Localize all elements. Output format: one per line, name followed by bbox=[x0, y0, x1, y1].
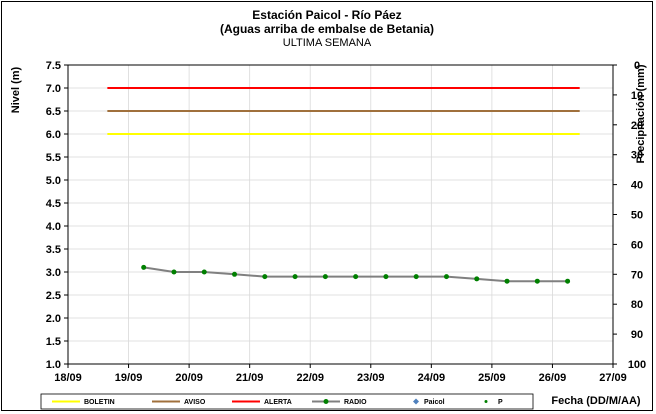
y-tick-label-7: 4.5 bbox=[46, 198, 61, 210]
legend: BOLETIN AVISO ALERTA RADIO Paicol P bbox=[52, 398, 503, 406]
x-tick-label-3: 21/09 bbox=[236, 372, 264, 384]
legend-label-p: P bbox=[498, 399, 503, 406]
legend-label-radio: RADIO bbox=[344, 399, 367, 406]
data-point-radio-6 bbox=[322, 274, 328, 280]
y-tick-label-6: 4.0 bbox=[46, 221, 61, 233]
y-tick-label-12: 7.0 bbox=[46, 83, 61, 95]
y2-tick-label-2: 20 bbox=[631, 120, 643, 132]
y2-tick-label-5: 50 bbox=[631, 210, 643, 222]
y2-tick-label-4: 40 bbox=[631, 180, 643, 192]
grid-lines bbox=[67, 64, 614, 365]
chart-title: Estación Paicol - Río Páez bbox=[252, 8, 401, 22]
data-point-radio-13 bbox=[534, 278, 540, 284]
y2-tick-label-3: 30 bbox=[631, 150, 643, 162]
y-axis-title: Nivel (m) bbox=[10, 66, 22, 113]
x-tick-label-8: 26/09 bbox=[539, 372, 567, 384]
axes bbox=[64, 64, 617, 368]
data-point-radio-5 bbox=[292, 274, 298, 280]
y2-tick-label-6: 60 bbox=[631, 239, 643, 251]
x-tick-label-4: 22/09 bbox=[296, 372, 324, 384]
data-point-radio-14 bbox=[565, 278, 571, 284]
y-tick-label-11: 6.5 bbox=[46, 106, 61, 118]
y2-tick-label-10: 100 bbox=[628, 359, 646, 371]
y2-tick-label-1: 10 bbox=[631, 90, 643, 102]
y-tick-label-8: 5.0 bbox=[46, 175, 61, 187]
chart-subtitle: (Aguas arriba de embalse de Betania) bbox=[220, 22, 434, 36]
y-tick-label-10: 6.0 bbox=[46, 129, 61, 141]
data-point-radio-1 bbox=[171, 269, 177, 275]
series-layer bbox=[141, 264, 571, 284]
data-point-radio-11 bbox=[474, 276, 480, 282]
y-tick-label-5: 3.5 bbox=[46, 244, 61, 256]
y-tick-label-0: 1.0 bbox=[46, 359, 61, 371]
y-tick-label-9: 5.5 bbox=[46, 152, 61, 164]
x-tick-label-2: 20/09 bbox=[175, 372, 203, 384]
y-tick-label-3: 2.5 bbox=[46, 290, 61, 302]
data-point-radio-3 bbox=[232, 271, 238, 277]
x-tick-label-7: 25/09 bbox=[478, 372, 506, 384]
data-point-radio-0 bbox=[141, 264, 147, 270]
tick-labels: 1.0 1.5 2.0 2.5 3.0 3.5 4.0 4.5 5.0 5.5 6.0 6.5 7.0 7… bbox=[46, 60, 646, 384]
y2-tick-label-8: 80 bbox=[631, 299, 643, 311]
threshold-lines bbox=[107, 87, 580, 135]
data-point-radio-12 bbox=[504, 278, 510, 284]
legend-box bbox=[40, 393, 534, 410]
x-tick-label-6: 24/09 bbox=[418, 372, 446, 384]
legend-swatch-p bbox=[484, 400, 488, 403]
legend-label-paicol: Paicol bbox=[424, 399, 445, 406]
chart-subtitle-period: ULTIMA SEMANA bbox=[283, 37, 372, 49]
x-axis-title: Fecha (DD/M/AA) bbox=[551, 395, 641, 407]
y2-tick-label-7: 70 bbox=[631, 269, 643, 281]
y2-tick-label-0: 0 bbox=[634, 60, 640, 72]
x-tick-label-0: 18/09 bbox=[54, 372, 82, 384]
y-tick-label-1: 1.5 bbox=[46, 336, 61, 348]
y-tick-label-4: 3.0 bbox=[46, 267, 61, 279]
y2-tick-label-9: 90 bbox=[631, 329, 643, 341]
plot-area bbox=[67, 64, 614, 365]
legend-label-alerta: ALERTA bbox=[264, 399, 292, 406]
data-point-radio-8 bbox=[383, 274, 389, 280]
x-tick-label-1: 19/09 bbox=[115, 372, 143, 384]
legend-label-aviso: AVISO bbox=[184, 399, 206, 406]
data-point-radio-2 bbox=[201, 269, 207, 275]
legend-swatch-paicol bbox=[413, 398, 419, 405]
y-tick-label-13: 7.5 bbox=[46, 60, 61, 72]
data-point-radio-10 bbox=[443, 274, 449, 280]
y-tick-label-2: 2.0 bbox=[46, 313, 61, 325]
y2-axis-title: Precipitación (mm) bbox=[635, 64, 647, 163]
data-point-radio-7 bbox=[353, 274, 359, 280]
data-point-radio-9 bbox=[413, 274, 419, 280]
x-tick-label-5: 23/09 bbox=[357, 372, 385, 384]
legend-label-boletin: BOLETIN bbox=[84, 399, 115, 406]
x-tick-label-9: 27/09 bbox=[599, 372, 627, 384]
legend-marker-radio bbox=[323, 399, 329, 404]
data-point-radio-4 bbox=[262, 274, 268, 280]
